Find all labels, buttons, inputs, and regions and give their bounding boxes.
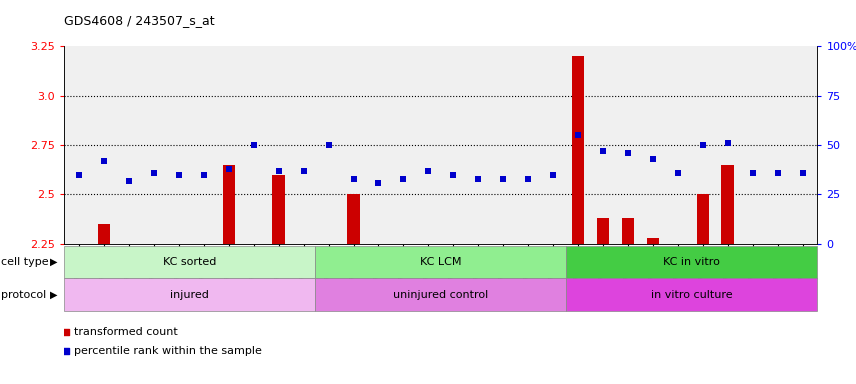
Point <box>272 167 286 174</box>
Point <box>197 172 211 178</box>
Text: uninjured control: uninjured control <box>393 290 489 300</box>
Bar <box>646 238 659 244</box>
Text: GDS4608 / 243507_s_at: GDS4608 / 243507_s_at <box>64 14 215 27</box>
Point <box>122 177 136 184</box>
Point <box>770 170 784 176</box>
Text: percentile rank within the sample: percentile rank within the sample <box>74 346 261 356</box>
Point <box>147 170 161 176</box>
Point <box>297 167 311 174</box>
Point <box>596 148 609 154</box>
Text: ▶: ▶ <box>50 290 57 300</box>
Point <box>372 179 385 185</box>
Point <box>98 158 111 164</box>
Point <box>496 175 510 182</box>
Text: transformed count: transformed count <box>74 327 177 337</box>
Point <box>721 140 734 146</box>
Bar <box>567 246 817 278</box>
Text: protocol: protocol <box>1 290 46 300</box>
Text: KC LCM: KC LCM <box>420 257 461 267</box>
Point <box>291 252 305 258</box>
Text: KC in vitro: KC in vitro <box>663 257 721 267</box>
Point <box>347 175 360 182</box>
Point <box>796 170 810 176</box>
Point <box>646 156 660 162</box>
Text: injured: injured <box>170 290 209 300</box>
Point <box>247 142 260 148</box>
Point <box>172 172 186 178</box>
Bar <box>64 246 315 278</box>
Point <box>621 150 635 156</box>
Text: KC sorted: KC sorted <box>163 257 217 267</box>
Bar <box>722 165 734 244</box>
Bar <box>272 175 285 244</box>
Point <box>222 166 235 172</box>
Point <box>421 167 435 174</box>
Bar <box>697 194 709 244</box>
Text: in vitro culture: in vitro culture <box>651 290 733 300</box>
Bar <box>348 194 360 244</box>
Bar <box>572 56 585 244</box>
Point <box>521 175 535 182</box>
Point <box>696 142 710 148</box>
Point <box>571 132 585 138</box>
Bar <box>98 224 110 244</box>
Point <box>746 170 759 176</box>
Text: cell type: cell type <box>1 257 49 267</box>
Point <box>72 172 86 178</box>
Bar <box>315 246 567 278</box>
Bar <box>597 218 609 244</box>
Text: ▶: ▶ <box>50 257 57 267</box>
Bar <box>621 218 634 244</box>
Point <box>447 172 461 178</box>
Bar <box>64 278 315 311</box>
Point <box>322 142 336 148</box>
Bar <box>223 165 235 244</box>
Point <box>396 175 410 182</box>
Point <box>472 175 485 182</box>
Point <box>291 77 305 83</box>
Bar <box>315 278 567 311</box>
Bar <box>567 278 817 311</box>
Point <box>546 172 560 178</box>
Point <box>671 170 685 176</box>
